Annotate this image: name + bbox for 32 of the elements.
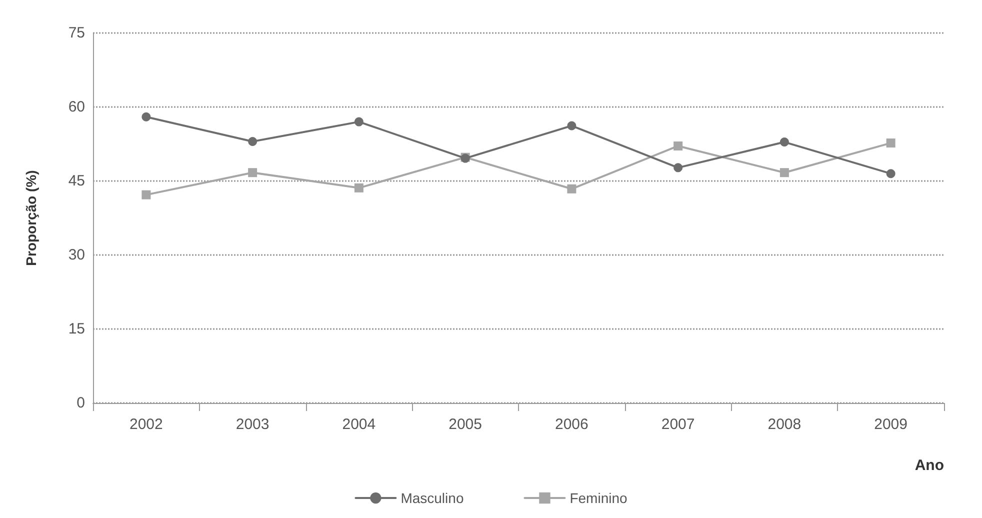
y-tick-label: 30 [68,246,85,264]
y-tick-label: 60 [68,98,85,116]
legend-label: Masculino [400,490,464,506]
point [674,141,683,150]
point [886,169,896,178]
point [780,168,789,178]
x-axis-title: Ano [914,457,944,474]
y-tick-label: 15 [68,320,85,338]
point [780,138,789,147]
x-tick-label: 2006 [555,416,588,433]
x-tick-label: 2003 [236,416,270,433]
x-tick-label: 2009 [874,416,908,433]
point [567,184,576,194]
y-tick-label: 75 [68,24,85,42]
point [142,190,151,200]
point [354,117,364,126]
point [886,138,896,148]
y-tick-label: 0 [76,394,85,412]
y-axis-title: Proporção (%) [23,170,39,266]
x-tick-label: 2004 [342,416,376,433]
point [248,168,258,178]
y-tick-label: 45 [68,172,85,190]
point [567,121,576,130]
point [248,137,258,146]
point [354,183,364,192]
x-tick-label: 2005 [448,416,482,433]
point [142,112,151,122]
legend-label: Feminino [570,490,628,506]
x-tick-label: 2002 [130,416,163,433]
x-tick-label: 2008 [768,416,802,433]
point [674,163,683,172]
x-tick-label: 2007 [661,416,695,433]
